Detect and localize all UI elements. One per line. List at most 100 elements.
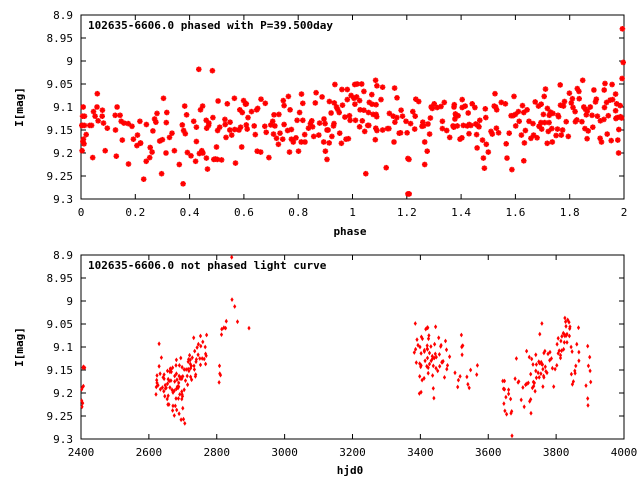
data-point [424, 120, 432, 128]
data-point [330, 119, 338, 128]
data-point [619, 58, 627, 67]
data-point [163, 108, 171, 117]
y-tick-label: 8.95 [47, 32, 74, 45]
plot-frame [80, 254, 625, 440]
data-point [469, 367, 473, 373]
data-point [235, 319, 240, 325]
data-point [495, 129, 503, 137]
data-point [179, 417, 183, 423]
data-point [540, 321, 544, 326]
data-point [158, 170, 166, 178]
data-point [82, 131, 90, 139]
y-tick-label: 8.9 [53, 9, 73, 22]
data-point [337, 139, 345, 147]
data-point [537, 375, 541, 380]
data-point [448, 354, 452, 360]
data-point [360, 87, 368, 96]
data-point [568, 95, 577, 103]
data-point [493, 106, 501, 114]
data-point [579, 76, 587, 84]
data-point [431, 373, 435, 378]
data-point [586, 103, 594, 111]
data-point [553, 366, 557, 372]
data-point [346, 116, 354, 124]
data-point [426, 370, 430, 376]
unphased-light-curve-plot: 2400 2600 2800 3000 3200 3400 3600 3800 4000 8.9 8… [13, 249, 637, 477]
data-point [608, 95, 617, 104]
data-point [231, 159, 240, 167]
data-point [111, 111, 119, 119]
data-point [552, 384, 556, 389]
data-point [192, 335, 196, 341]
data-point [171, 408, 175, 413]
data-point [286, 106, 294, 114]
data-point [214, 97, 222, 105]
data-point [593, 112, 602, 120]
data-point [445, 366, 449, 372]
data-point [541, 384, 545, 389]
data-point [188, 352, 192, 358]
data-point [421, 138, 429, 146]
data-point [421, 160, 429, 169]
data-point [503, 408, 507, 414]
data-point [563, 315, 567, 321]
data-point [418, 374, 422, 379]
data-point [529, 371, 533, 377]
data-point [453, 370, 457, 376]
data-point [589, 123, 597, 131]
data-point [482, 140, 490, 148]
data-point [502, 378, 507, 384]
data-point [548, 138, 556, 146]
data-point [425, 346, 430, 352]
x-tick-label: 1.6 [505, 206, 525, 219]
data-point [221, 115, 229, 124]
data-point [437, 335, 441, 341]
data-point [425, 355, 430, 361]
data-point [202, 356, 206, 362]
data-point [533, 388, 537, 394]
data-point [153, 109, 161, 118]
data-point [453, 122, 461, 130]
data-point [427, 350, 432, 356]
data-point [183, 378, 188, 383]
x-tick-label: 0.2 [125, 206, 145, 219]
plot-title: 102635-6606.0 not phased light curve [88, 259, 327, 272]
x-tick-label: 3000 [271, 446, 298, 459]
data-point [217, 380, 221, 385]
data-point [338, 85, 346, 94]
data-point [592, 95, 600, 103]
data-point [456, 384, 460, 390]
data-point [464, 109, 472, 117]
x-tick-label: 0.8 [288, 206, 308, 219]
data-point [212, 143, 221, 151]
data-point [583, 135, 591, 143]
data-point [198, 333, 203, 339]
data-point [393, 113, 401, 122]
data-point [425, 343, 429, 348]
data-point [98, 112, 106, 120]
data-point [358, 117, 366, 125]
data-point [185, 373, 189, 379]
data-point [301, 131, 309, 139]
data-point [187, 152, 195, 160]
data-point [504, 394, 508, 400]
data-point [456, 377, 460, 383]
x-tick-label: 1.4 [451, 206, 471, 219]
y-tick-label: 9.05 [47, 78, 74, 91]
data-point [174, 357, 178, 363]
data-point [299, 116, 307, 124]
data-point [467, 121, 475, 129]
data-point [570, 349, 574, 354]
data-point [405, 190, 413, 198]
data-point [372, 101, 380, 109]
data-point [168, 129, 176, 137]
data-point [94, 117, 102, 125]
data-point [600, 103, 609, 112]
data-point [243, 125, 251, 133]
data-point [597, 138, 606, 146]
data-point [475, 363, 479, 368]
data-point [491, 90, 499, 98]
data-point [559, 102, 568, 110]
data-point [538, 331, 542, 337]
data-point [158, 371, 162, 377]
